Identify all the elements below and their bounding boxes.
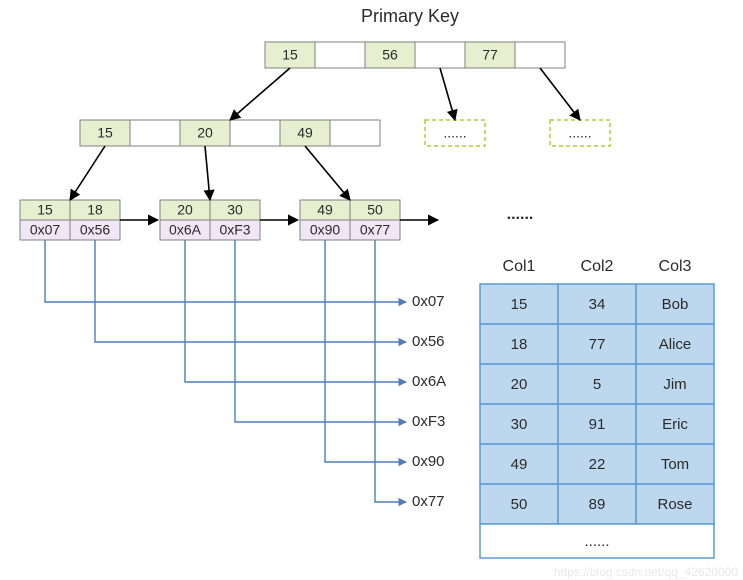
- table-cell-text: Tom: [661, 456, 689, 473]
- table-cell-text: 30: [511, 416, 528, 433]
- addr-connector: [45, 240, 406, 302]
- addr-connector: [235, 240, 406, 422]
- table-header: Col1: [503, 258, 536, 275]
- root-node-ptr: [315, 42, 365, 68]
- table-footer-text: ......: [584, 533, 609, 550]
- leaf-addr-label: 0x56: [80, 222, 111, 238]
- internal-node-key-label: 20: [197, 125, 213, 141]
- phantom-node-2-label: ......: [568, 125, 591, 141]
- addr-pointer-label: 0x56: [412, 333, 445, 350]
- root-node-key-label: 15: [282, 47, 298, 63]
- leaf-addr-label: 0xF3: [219, 222, 250, 238]
- leaf-key-label: 49: [317, 202, 333, 218]
- arrow-internal-leaf-1: [205, 146, 210, 200]
- table-cell-text: 34: [589, 296, 606, 313]
- addr-pointer-label: 0x77: [412, 493, 445, 510]
- leaf-key-label: 30: [227, 202, 243, 218]
- table-cell-text: Eric: [662, 416, 688, 433]
- leaf-key-label: 20: [177, 202, 193, 218]
- table-cell-text: 18: [511, 336, 528, 353]
- root-node-key-label: 77: [482, 47, 498, 63]
- internal-node-ptr: [130, 120, 180, 146]
- watermark: https://blog.csdn.net/qq_42620000: [554, 565, 738, 579]
- table-cell-text: Bob: [662, 296, 689, 313]
- table-header: Col2: [581, 258, 614, 275]
- addr-pointer-label: 0x90: [412, 453, 445, 470]
- addr-connector: [95, 240, 406, 342]
- diagram-title: Primary Key: [361, 6, 459, 26]
- table-cell-text: 50: [511, 496, 528, 513]
- table-cell-text: 15: [511, 296, 528, 313]
- table-cell-text: 49: [511, 456, 528, 473]
- leaf-addr-label: 0x77: [360, 222, 391, 238]
- leaf-key-label: 50: [367, 202, 383, 218]
- table-cell-text: 20: [511, 376, 528, 393]
- root-node-ptr: [415, 42, 465, 68]
- phantom-node-1-label: ......: [443, 125, 466, 141]
- arrow-root-internal: [230, 68, 290, 120]
- internal-node-ptr: [330, 120, 380, 146]
- leaf-ellipsis: ......: [507, 206, 534, 223]
- internal-node-key-label: 15: [97, 125, 113, 141]
- arrow-root-phantom1: [440, 68, 455, 120]
- table-cell-text: 89: [589, 496, 606, 513]
- addr-connector: [185, 240, 406, 382]
- leaf-addr-label: 0x07: [30, 222, 61, 238]
- arrow-internal-leaf-2: [305, 146, 350, 200]
- table-cell-text: 77: [589, 336, 606, 353]
- table-cell-text: Jim: [663, 376, 686, 393]
- table-header: Col3: [659, 258, 692, 275]
- leaf-key-label: 18: [87, 202, 103, 218]
- arrow-internal-leaf-0: [70, 146, 105, 200]
- leaf-key-label: 15: [37, 202, 53, 218]
- internal-node-key-label: 49: [297, 125, 313, 141]
- root-node-key-label: 56: [382, 47, 398, 63]
- addr-pointer-label: 0x07: [412, 293, 445, 310]
- table-cell-text: Rose: [657, 496, 692, 513]
- table-cell-text: 22: [589, 456, 606, 473]
- addr-connector: [325, 240, 406, 462]
- leaf-addr-label: 0x90: [310, 222, 341, 238]
- leaf-addr-label: 0x6A: [169, 222, 202, 238]
- addr-pointer-label: 0xF3: [412, 413, 445, 430]
- table-cell-text: Alice: [659, 336, 692, 353]
- addr-pointer-label: 0x6A: [412, 373, 446, 390]
- internal-node-ptr: [230, 120, 280, 146]
- table-cell-text: 91: [589, 416, 606, 433]
- table-cell-text: 5: [593, 376, 601, 393]
- arrow-root-phantom2: [540, 68, 580, 120]
- root-node-ptr: [515, 42, 565, 68]
- btree-diagram: Primary Key 15 56 77 15 20 49............ 15 18 0…: [0, 0, 743, 580]
